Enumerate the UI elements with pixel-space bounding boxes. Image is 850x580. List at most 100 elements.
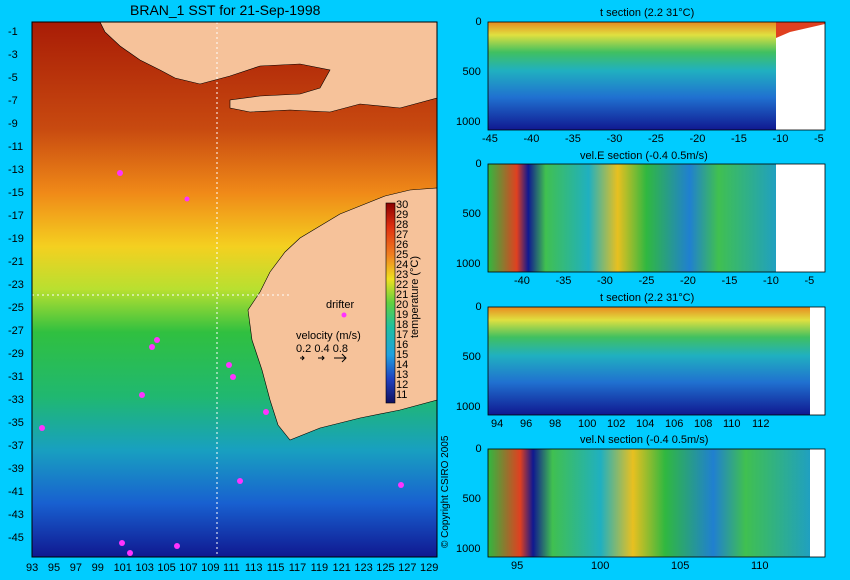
panel1-x-tick: -5 — [814, 133, 824, 145]
colorbar-tick: 28 — [396, 219, 409, 231]
colorbar-tick: 15 — [396, 349, 409, 361]
map-x-tick: 111 — [223, 562, 240, 574]
velocity-label: velocity (m/s) — [296, 330, 361, 342]
drifter-marker — [230, 374, 236, 380]
drifter-marker — [184, 196, 190, 202]
panel4-x-tick: 95 — [511, 560, 524, 572]
panel1-x-tick: -20 — [689, 133, 706, 145]
panel3-y-tick: 500 — [462, 351, 481, 363]
panel4-x-tick: 105 — [671, 560, 690, 572]
drifter-markers — [39, 170, 404, 556]
panel2-x-tick: -30 — [597, 275, 613, 287]
panel3-x-tick: 102 — [607, 418, 626, 430]
panel1-x-tick: -15 — [731, 133, 747, 145]
map-y-tick: -11 — [8, 141, 24, 153]
colorbar-tick: 23 — [396, 269, 409, 281]
map-x-tick: 99 — [91, 562, 104, 574]
map-x-tick: 103 — [135, 562, 154, 574]
panel2-field — [488, 164, 776, 272]
drifter-label: drifter — [326, 299, 355, 311]
panel3-title: t section (2.2 31°C) — [600, 292, 695, 304]
panel3-field — [488, 307, 810, 415]
colorbar-tick: 26 — [396, 239, 409, 251]
copyright-text: © Copyright CSIRO 2005 — [440, 435, 451, 548]
drifter-marker — [237, 478, 243, 484]
colorbar-tick: 25 — [396, 249, 409, 261]
map-y-tick: -45 — [8, 532, 24, 544]
panel3-x-tick: 98 — [549, 418, 562, 430]
map-y-tick: -31 — [8, 371, 24, 383]
map-y-tick: -41 — [8, 486, 24, 498]
panel2-frame — [487, 163, 826, 273]
map-title: BRAN_1 SST for 21-Sep-1998 — [130, 2, 321, 18]
panel4-x-tick: 100 — [591, 560, 610, 572]
panel3-x-tick: 112 — [752, 418, 770, 430]
panel3-y-tick: 0 — [475, 301, 482, 313]
panel2-x-tick: -10 — [763, 275, 779, 287]
land-indonesia — [99, 21, 438, 113]
map-x-tick: 123 — [354, 562, 373, 574]
map-y-tick: -43 — [8, 509, 24, 521]
panel3-x-tick: 106 — [665, 418, 684, 430]
drifter-marker — [139, 392, 145, 398]
colorbar-tick: 14 — [396, 359, 409, 371]
map-x-tick: 101 — [113, 562, 132, 574]
drifter-marker — [127, 550, 133, 556]
drifter-marker — [149, 344, 155, 350]
map-frame — [31, 21, 438, 558]
panel2-y-tick: 1000 — [456, 258, 481, 270]
panel3-x-tick: 110 — [723, 418, 741, 430]
panel4-y-tick: 1000 — [456, 543, 481, 555]
colorbar-tick: 16 — [396, 339, 409, 351]
colorbar-tick: 30 — [396, 199, 409, 211]
map-x-tick: 127 — [398, 562, 417, 574]
panel1-x-tick: -30 — [606, 133, 623, 145]
drifter-marker — [174, 543, 180, 549]
colorbar-tick: 21 — [396, 289, 409, 301]
velocity-scale: 0.2 0.4 0.8 — [296, 343, 348, 355]
colorbar-tick: 22 — [396, 279, 409, 291]
colorbar-tick: 27 — [396, 229, 409, 241]
drifter-marker — [119, 540, 125, 546]
panel2-title: vel.E section (-0.4 0.5m/s) — [580, 150, 708, 162]
velocity-legend-arrows — [300, 353, 347, 363]
map-x-tick: 117 — [288, 562, 307, 574]
map-y-tick: -33 — [8, 394, 24, 406]
map-x-tick: 95 — [47, 562, 61, 574]
map-x-tick: 105 — [157, 562, 176, 574]
colorbar-tick: 19 — [396, 309, 409, 321]
panel1-x-tick: -35 — [565, 133, 581, 145]
panel2-x-tick: -40 — [514, 275, 530, 287]
map-y-tick: -17 — [8, 210, 24, 222]
panel3-x-tick: 108 — [694, 418, 713, 430]
map-x-tick: 107 — [179, 562, 198, 574]
drifter-marker — [39, 425, 45, 431]
panel1-x-tick: -40 — [523, 133, 540, 145]
map-y-tick: -37 — [8, 440, 24, 452]
map-y-tick: -27 — [8, 325, 24, 337]
map-x-tick: 97 — [69, 562, 83, 574]
map-x-tick: 93 — [26, 562, 39, 574]
map-x-tick: 115 — [266, 562, 285, 574]
colorbar-label: temperature (°C) — [409, 255, 421, 338]
panel4-x-tick: 110 — [751, 560, 769, 572]
panel2-y-tick: 0 — [475, 158, 482, 170]
colorbar-tick: 20 — [396, 299, 409, 311]
drifter-marker — [154, 337, 160, 343]
colorbar-tick: 18 — [396, 319, 409, 331]
map-y-tick: -9 — [8, 118, 18, 130]
colorbar-tick: 11 — [396, 389, 408, 401]
map-y-tick: -25 — [8, 302, 24, 314]
panel3-x-tick: 96 — [520, 418, 533, 430]
panel3-frame — [487, 306, 826, 416]
colorbar-tick: 13 — [396, 369, 409, 381]
panel2-x-tick: -20 — [680, 275, 696, 287]
map-y-tick: -5 — [8, 72, 18, 84]
panel1-y-tick: 0 — [475, 16, 482, 28]
map-x-tick: 119 — [310, 562, 329, 574]
drifter-marker — [263, 409, 269, 415]
map-y-tick: -29 — [8, 348, 24, 360]
panel2-x-tick: -25 — [638, 275, 655, 287]
map-x-tick: 113 — [244, 562, 263, 574]
